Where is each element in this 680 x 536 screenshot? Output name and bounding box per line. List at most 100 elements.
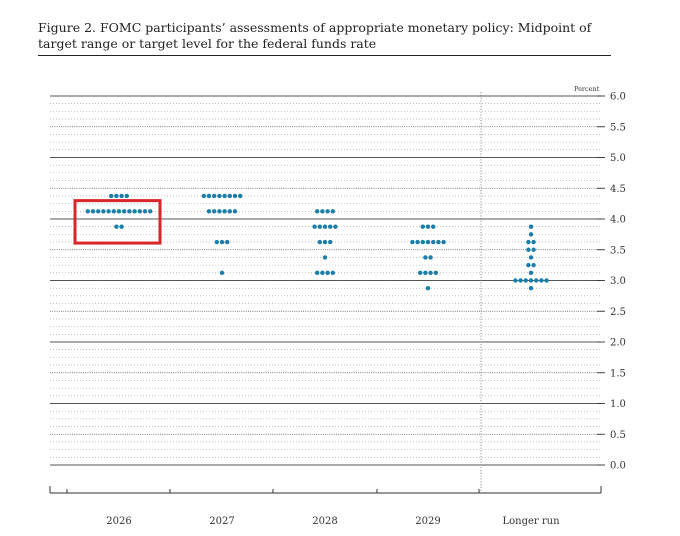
dot-2026 <box>127 209 132 214</box>
dot-2026 <box>116 209 122 214</box>
dot-2028 <box>330 209 335 214</box>
y-tick-label: 5.0 <box>610 153 626 164</box>
y-tick-label: 4.0 <box>610 215 626 226</box>
y-tick-label: 5.5 <box>610 122 626 133</box>
dot-2028 <box>322 224 328 229</box>
dot-2026 <box>109 193 114 199</box>
dot-longer-run <box>528 255 534 260</box>
dot-2027 <box>201 193 206 199</box>
dot-2029 <box>410 239 415 245</box>
dot-2027 <box>225 239 230 245</box>
dot-2029 <box>420 239 425 245</box>
dot-2028 <box>333 224 338 229</box>
dot-2028 <box>325 209 330 214</box>
dot-2026 <box>101 209 106 214</box>
x-tick-label: 2029 <box>415 516 440 527</box>
dot-2028 <box>330 270 335 276</box>
y-tick-label: 2.0 <box>610 338 626 349</box>
title-divider <box>38 55 611 56</box>
y-tick-label: 6.0 <box>610 92 626 103</box>
dot-2029 <box>425 224 431 229</box>
dot-2026 <box>119 224 124 229</box>
figure-title: Figure 2. FOMC participants’ assessments… <box>38 20 592 51</box>
dot-longer-run <box>528 270 534 276</box>
dot-2028 <box>322 255 328 260</box>
dot-2029 <box>415 239 420 245</box>
dot-2029 <box>425 285 431 291</box>
dot-2026 <box>114 224 119 229</box>
y-tick-label: 0.0 <box>610 461 626 472</box>
dot-longer-run <box>528 278 534 283</box>
dot-longer-run <box>526 239 531 245</box>
dot-2029 <box>436 239 441 245</box>
dot-2028 <box>312 224 317 229</box>
y-tick-label: 3.0 <box>610 276 626 287</box>
dot-2029 <box>425 239 431 245</box>
dot-2029 <box>431 224 436 229</box>
dot-longer-run <box>528 285 534 291</box>
dot-longer-run <box>531 262 536 268</box>
dot-2026 <box>132 209 137 214</box>
dot-2027 <box>219 270 225 276</box>
dot-2028 <box>315 209 320 214</box>
dot-2029 <box>441 239 446 245</box>
dot-2028 <box>320 270 325 276</box>
dot-2029 <box>431 239 436 245</box>
dot-2027 <box>222 209 227 214</box>
dot-longer-run <box>518 278 523 283</box>
dot-longer-run <box>544 278 549 283</box>
dot-2028 <box>317 224 322 229</box>
dot-longer-run <box>534 278 539 283</box>
y-axis-unit: Percent <box>574 85 600 93</box>
dot-2026 <box>85 209 91 214</box>
y-tick-label: 0.5 <box>610 430 626 441</box>
dot-2026 <box>148 209 153 214</box>
dot-2027 <box>206 209 212 214</box>
dot-2028 <box>322 239 328 245</box>
dot-2029 <box>428 270 433 276</box>
x-tick-label: 2027 <box>209 516 234 527</box>
dot-longer-run <box>526 262 531 268</box>
dot-2026 <box>137 209 142 214</box>
dot-2027 <box>232 193 238 199</box>
dot-2027 <box>217 209 222 214</box>
dot-2029 <box>423 255 428 260</box>
y-tick-label: 2.5 <box>610 307 626 318</box>
dot-2026 <box>124 193 129 199</box>
dot-2029 <box>420 224 425 229</box>
dot-2027 <box>217 193 222 199</box>
y-tick-label: 1.5 <box>610 368 626 379</box>
dot-longer-run <box>531 239 536 245</box>
dot-longer-run <box>523 278 528 283</box>
dot-2027 <box>212 193 217 199</box>
dot-2026 <box>142 209 148 214</box>
dot-2026 <box>111 209 117 214</box>
dot-2026 <box>119 193 124 199</box>
dot-2027 <box>232 209 238 214</box>
dot-2027 <box>227 209 232 214</box>
dot-2027 <box>222 193 227 199</box>
dot-2026 <box>90 209 96 214</box>
dot-2027 <box>219 239 225 245</box>
dot-2029 <box>428 255 433 260</box>
dot-2026 <box>114 193 119 199</box>
dot-2027 <box>212 209 217 214</box>
dot-longer-run <box>526 247 531 252</box>
dot-longer-run <box>531 247 536 252</box>
x-tick-label: 2028 <box>312 516 337 527</box>
dot-2028 <box>328 239 333 245</box>
highlight-box-2026 <box>73 199 162 245</box>
dot-2029 <box>423 270 428 276</box>
dot-2028 <box>320 209 325 214</box>
y-tick-label: 1.0 <box>610 399 626 410</box>
dot-2027 <box>214 239 219 245</box>
dot-2029 <box>433 270 438 276</box>
dot-2028 <box>315 270 320 276</box>
dot-2027 <box>238 193 243 199</box>
dot-longer-run <box>539 278 544 283</box>
dot-2029 <box>418 270 423 276</box>
dot-2026 <box>96 209 101 214</box>
dot-2027 <box>206 193 212 199</box>
dot-2027 <box>227 193 232 199</box>
